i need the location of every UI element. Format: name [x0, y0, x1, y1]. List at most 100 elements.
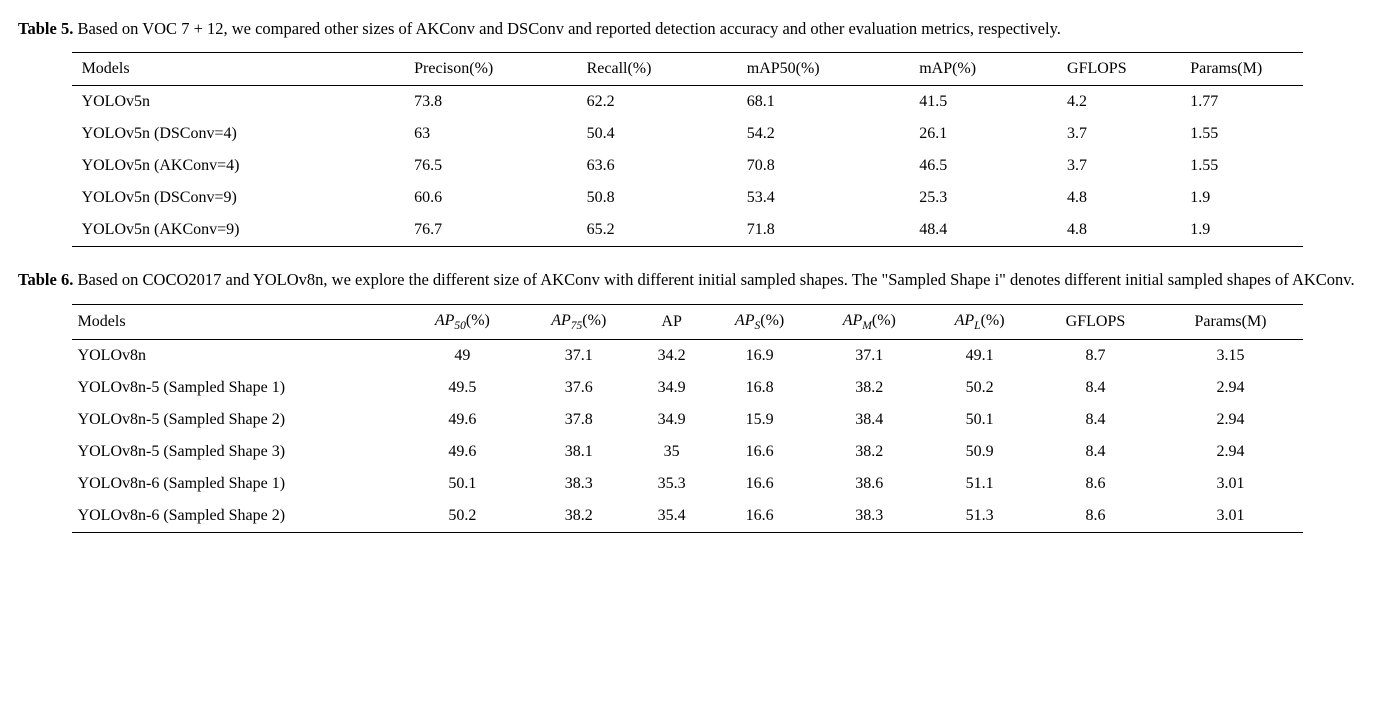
table-cell: 4.2: [1057, 86, 1180, 119]
table-cell: 8.6: [1033, 468, 1157, 500]
table-cell: YOLOv8n: [72, 339, 405, 372]
table-row: YOLOv5n (AKConv=9)76.765.271.848.44.81.9: [72, 214, 1304, 247]
table-row: YOLOv5n73.862.268.141.54.21.77: [72, 86, 1304, 119]
table5: ModelsPrecison(%)Recall(%)mAP50(%)mAP(%)…: [72, 52, 1304, 247]
table-cell: 37.6: [521, 372, 637, 404]
table6-wrap: Models AP50(%) AP75(%) AP APS(%) APM(%) …: [72, 304, 1304, 533]
table-cell: 38.4: [813, 404, 926, 436]
table-cell: 63.6: [577, 150, 737, 182]
table5-col-5: GFLOPS: [1057, 53, 1180, 86]
table-cell: 16.6: [706, 468, 812, 500]
table5-wrap: ModelsPrecison(%)Recall(%)mAP50(%)mAP(%)…: [72, 52, 1304, 247]
table-cell: 63: [404, 118, 576, 150]
table-cell: 38.3: [813, 500, 926, 533]
table6-col-models: Models: [72, 304, 405, 339]
table-cell: 2.94: [1158, 404, 1304, 436]
table-cell: 49: [404, 339, 520, 372]
table-cell: 41.5: [909, 86, 1057, 119]
table-cell: 8.4: [1033, 372, 1157, 404]
table-cell: 50.1: [926, 404, 1034, 436]
table-cell: 3.01: [1158, 500, 1304, 533]
table-cell: 2.94: [1158, 436, 1304, 468]
table-row: YOLOv8n-5 (Sampled Shape 1)49.537.634.91…: [72, 372, 1304, 404]
table-row: YOLOv5n (DSConv=9)60.650.853.425.34.81.9: [72, 182, 1304, 214]
table-row: YOLOv5n (DSConv=4)6350.454.226.13.71.55: [72, 118, 1304, 150]
table-cell: 16.6: [706, 436, 812, 468]
table-cell: 4.8: [1057, 182, 1180, 214]
table-cell: 76.5: [404, 150, 576, 182]
table-cell: 34.9: [637, 372, 706, 404]
table-cell: 3.7: [1057, 118, 1180, 150]
table-cell: 37.8: [521, 404, 637, 436]
table-cell: 8.6: [1033, 500, 1157, 533]
table-cell: 4.8: [1057, 214, 1180, 247]
table-cell: 1.55: [1180, 118, 1303, 150]
table-cell: 50.1: [404, 468, 520, 500]
table-cell: 50.4: [577, 118, 737, 150]
table-cell: 60.6: [404, 182, 576, 214]
table-row: YOLOv8n-5 (Sampled Shape 3)49.638.13516.…: [72, 436, 1304, 468]
table-cell: 38.2: [813, 436, 926, 468]
table-cell: 68.1: [737, 86, 909, 119]
table6-col-params: Params(M): [1158, 304, 1304, 339]
table-row: YOLOv5n (AKConv=4)76.563.670.846.53.71.5…: [72, 150, 1304, 182]
table-cell: YOLOv5n (DSConv=9): [72, 182, 405, 214]
table5-col-3: mAP50(%): [737, 53, 909, 86]
table-cell: 49.6: [404, 436, 520, 468]
table-cell: 50.9: [926, 436, 1034, 468]
table5-caption: Table 5. Based on VOC 7 + 12, we compare…: [18, 18, 1357, 40]
table-row: YOLOv8n-6 (Sampled Shape 2)50.238.235.41…: [72, 500, 1304, 533]
table-cell: 1.77: [1180, 86, 1303, 119]
table-cell: 38.3: [521, 468, 637, 500]
table6-header-row: Models AP50(%) AP75(%) AP APS(%) APM(%) …: [72, 304, 1304, 339]
table5-col-6: Params(M): [1180, 53, 1303, 86]
table-cell: 73.8: [404, 86, 576, 119]
table5-col-4: mAP(%): [909, 53, 1057, 86]
table-cell: 37.1: [521, 339, 637, 372]
table-cell: 35.4: [637, 500, 706, 533]
table6-caption-bold: Table 6.: [18, 270, 73, 289]
table-cell: 34.9: [637, 404, 706, 436]
table-cell: YOLOv8n-6 (Sampled Shape 1): [72, 468, 405, 500]
table-cell: 48.4: [909, 214, 1057, 247]
table-cell: YOLOv5n (DSConv=4): [72, 118, 405, 150]
table-cell: 8.4: [1033, 436, 1157, 468]
table-cell: YOLOv5n (AKConv=9): [72, 214, 405, 247]
table-cell: 3.7: [1057, 150, 1180, 182]
table-cell: 71.8: [737, 214, 909, 247]
table-cell: 3.01: [1158, 468, 1304, 500]
table-cell: YOLOv8n-5 (Sampled Shape 3): [72, 436, 405, 468]
table-cell: 38.2: [813, 372, 926, 404]
table-cell: 15.9: [706, 404, 812, 436]
table-cell: 49.6: [404, 404, 520, 436]
table-row: YOLOv8n-6 (Sampled Shape 1)50.138.335.31…: [72, 468, 1304, 500]
table-cell: 1.55: [1180, 150, 1303, 182]
table-cell: 50.2: [926, 372, 1034, 404]
table5-caption-bold: Table 5.: [18, 19, 73, 38]
table-cell: 8.7: [1033, 339, 1157, 372]
table-cell: 34.2: [637, 339, 706, 372]
table-cell: 51.1: [926, 468, 1034, 500]
table-cell: 16.6: [706, 500, 812, 533]
table-cell: 54.2: [737, 118, 909, 150]
table5-header-row: ModelsPrecison(%)Recall(%)mAP50(%)mAP(%)…: [72, 53, 1304, 86]
table6: Models AP50(%) AP75(%) AP APS(%) APM(%) …: [72, 304, 1304, 533]
table-cell: 65.2: [577, 214, 737, 247]
table-cell: 49.5: [404, 372, 520, 404]
table5-col-1: Precison(%): [404, 53, 576, 86]
table-cell: 50.2: [404, 500, 520, 533]
table5-col-2: Recall(%): [577, 53, 737, 86]
table-cell: YOLOv5n (AKConv=4): [72, 150, 405, 182]
table6-col-apl: APL(%): [926, 304, 1034, 339]
table-cell: 1.9: [1180, 214, 1303, 247]
table-row: YOLOv8n4937.134.216.937.149.18.73.15: [72, 339, 1304, 372]
table6-caption: Table 6. Based on COCO2017 and YOLOv8n, …: [18, 269, 1357, 291]
table6-col-gflops: GFLOPS: [1033, 304, 1157, 339]
table-cell: 35.3: [637, 468, 706, 500]
table5-col-0: Models: [72, 53, 405, 86]
table-cell: 8.4: [1033, 404, 1157, 436]
table-cell: 37.1: [813, 339, 926, 372]
table-cell: YOLOv8n-5 (Sampled Shape 1): [72, 372, 405, 404]
table-cell: 50.8: [577, 182, 737, 214]
table-cell: 16.8: [706, 372, 812, 404]
